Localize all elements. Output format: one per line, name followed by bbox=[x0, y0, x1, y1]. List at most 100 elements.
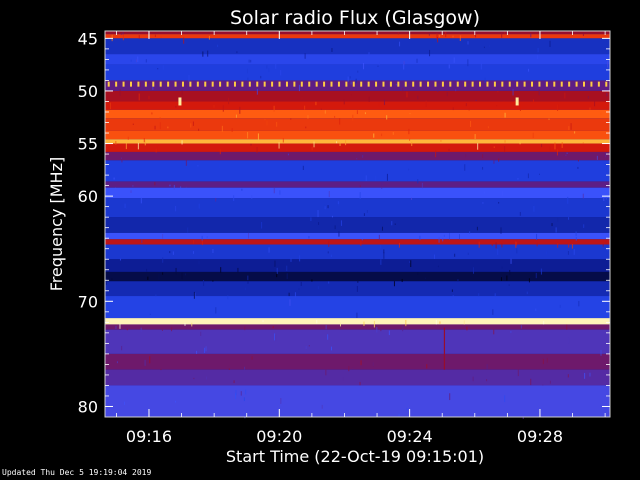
noise-streak bbox=[567, 196, 569, 204]
noise-streak bbox=[600, 112, 602, 116]
noise-streak bbox=[318, 222, 320, 225]
noise-streak bbox=[339, 118, 341, 125]
noise-streak bbox=[124, 203, 126, 209]
noise-streak bbox=[582, 142, 584, 144]
noise-streak bbox=[235, 389, 237, 396]
noise-streak bbox=[368, 52, 370, 56]
periodic-mark bbox=[597, 81, 600, 87]
noise-streak bbox=[280, 398, 282, 404]
noise-streak bbox=[317, 286, 319, 290]
noise-streak bbox=[443, 234, 445, 237]
burst-marks bbox=[178, 97, 519, 106]
noise-streak bbox=[359, 192, 361, 200]
noise-streak bbox=[155, 294, 157, 297]
periodic-mark bbox=[174, 81, 177, 87]
noise-streak bbox=[250, 143, 252, 146]
noise-streak bbox=[478, 293, 480, 297]
noise-streak bbox=[448, 148, 450, 152]
periodic-mark bbox=[605, 81, 608, 87]
noise-streak bbox=[459, 234, 461, 240]
noise-streak bbox=[202, 51, 204, 57]
noise-streak bbox=[363, 321, 365, 326]
noise-streak bbox=[388, 330, 390, 336]
periodic-mark bbox=[560, 81, 563, 87]
periodic-mark bbox=[337, 81, 340, 87]
periodic-mark bbox=[330, 81, 333, 87]
noise-streak bbox=[276, 272, 278, 278]
noise-streak bbox=[363, 213, 365, 216]
band-1 bbox=[105, 34, 610, 39]
noise-streak bbox=[492, 309, 494, 315]
noise-streak bbox=[546, 251, 548, 255]
noise-streak bbox=[530, 378, 532, 386]
noise-streak bbox=[512, 88, 514, 96]
noise-streak bbox=[607, 61, 609, 68]
periodic-mark bbox=[129, 81, 132, 87]
noise-streak bbox=[290, 118, 292, 120]
noise-streak bbox=[268, 247, 270, 253]
noise-streak bbox=[286, 273, 288, 280]
noise-streak bbox=[577, 160, 579, 162]
noise-streak bbox=[498, 158, 500, 162]
periodic-mark bbox=[152, 81, 155, 87]
noise-streak bbox=[469, 231, 471, 234]
x-tick-label: 09:20 bbox=[256, 427, 302, 446]
noise-streak bbox=[381, 187, 383, 189]
noise-streak bbox=[435, 150, 437, 158]
noise-streak bbox=[185, 186, 187, 188]
band-8 bbox=[105, 109, 610, 119]
noise-streak bbox=[448, 64, 450, 69]
noise-streak bbox=[570, 123, 572, 130]
noise-streak bbox=[454, 253, 456, 257]
noise-streak bbox=[304, 53, 306, 59]
periodic-mark bbox=[189, 81, 192, 87]
noise-streak bbox=[375, 175, 377, 181]
band-29 bbox=[105, 353, 610, 370]
noise-streak bbox=[424, 277, 426, 279]
noise-streak bbox=[587, 96, 589, 99]
noise-streak bbox=[200, 331, 202, 336]
noise-streak bbox=[535, 308, 537, 311]
noise-streak bbox=[574, 131, 576, 134]
noise-streak bbox=[383, 252, 385, 259]
noise-streak bbox=[478, 241, 480, 248]
noise-streak bbox=[429, 49, 431, 57]
noise-streak bbox=[193, 291, 195, 299]
noise-streak bbox=[350, 81, 352, 85]
noise-streak bbox=[508, 284, 510, 286]
noise-streak bbox=[149, 356, 151, 364]
noise-streak bbox=[162, 65, 164, 70]
noise-streak bbox=[138, 93, 140, 101]
noise-streak bbox=[288, 292, 290, 297]
noise-streak bbox=[308, 345, 310, 347]
noise-streak bbox=[137, 142, 139, 150]
periodic-mark bbox=[107, 81, 110, 87]
band-30 bbox=[105, 369, 610, 386]
noise-streak bbox=[493, 146, 495, 149]
noise-streak bbox=[272, 326, 274, 328]
periodic-marks bbox=[107, 81, 608, 87]
noise-streak bbox=[181, 140, 183, 145]
periodic-mark bbox=[204, 81, 207, 87]
noise-streak bbox=[140, 197, 142, 204]
noise-streak bbox=[169, 184, 171, 187]
periodic-mark bbox=[464, 81, 467, 87]
noise-streak bbox=[472, 376, 474, 382]
noise-streak bbox=[520, 325, 522, 329]
noise-streak bbox=[301, 96, 303, 100]
noise-streak bbox=[215, 197, 217, 202]
noise-streak bbox=[121, 345, 123, 351]
noise-streak bbox=[136, 59, 138, 63]
periodic-mark bbox=[382, 81, 385, 87]
band-3 bbox=[105, 54, 610, 65]
noise-streak bbox=[276, 267, 278, 274]
noise-streak bbox=[533, 205, 535, 212]
noise-streak bbox=[215, 307, 217, 314]
noise-streak bbox=[332, 215, 334, 218]
noise-streak bbox=[154, 125, 156, 130]
noise-streak bbox=[605, 240, 607, 244]
noise-streak bbox=[173, 184, 175, 190]
noise-streak bbox=[121, 156, 123, 163]
noise-streak bbox=[248, 59, 250, 63]
noise-streak bbox=[245, 389, 247, 395]
